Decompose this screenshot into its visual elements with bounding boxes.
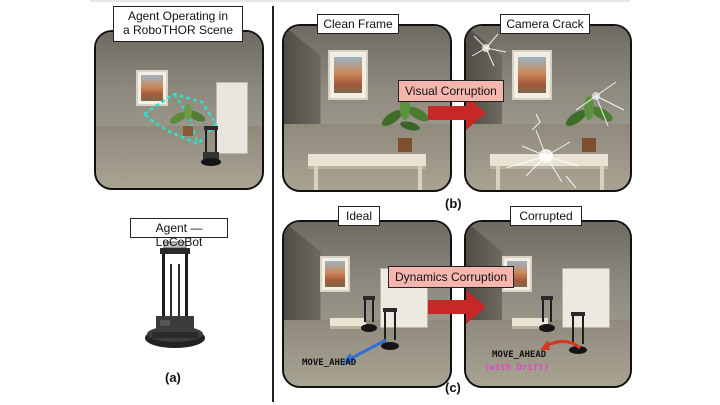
painting (136, 70, 168, 106)
locobot-robot-near (381, 308, 399, 350)
panel-c-caption: (c) (445, 380, 461, 395)
robothor-scene-frame (94, 30, 264, 190)
white-panel (216, 82, 248, 154)
panel-divider (272, 6, 274, 402)
top-rule (90, 0, 630, 2)
camera-crack-label: Camera Crack (500, 14, 590, 34)
plant (169, 104, 206, 136)
locobot-in-scene (201, 126, 221, 166)
corrupted-command: MOVE_AHEAD (492, 350, 547, 360)
cabinet (562, 268, 610, 328)
table (512, 318, 548, 329)
scene-label: Agent Operating in a RoboTHOR Scene (113, 6, 243, 42)
ideal-command: MOVE_AHEAD (302, 358, 357, 368)
scene-label-line1: Agent Operating in (127, 9, 229, 23)
crack-overlay (471, 33, 625, 189)
agent-label: Agent — LoCoBot (130, 218, 228, 249)
locobot-robot-far (539, 296, 555, 332)
visual-corruption-arrow (428, 106, 472, 120)
table (308, 154, 426, 169)
table-leg (418, 166, 422, 190)
drift-note: (with Drift) (484, 363, 550, 373)
clean-frame-label: Clean Frame (317, 14, 399, 34)
table-leg (496, 166, 500, 190)
table-leg (314, 166, 318, 190)
dynamics-corruption-arrowhead (466, 290, 486, 324)
panel-b-caption: (b) (445, 196, 462, 211)
painting (328, 50, 368, 100)
panel-a-caption: (a) (165, 370, 181, 385)
table (330, 318, 366, 329)
dynamics-corruption-label: Dynamics Corruption (388, 266, 515, 288)
visual-corruption-arrowhead (466, 96, 486, 130)
visual-corruption-label: Visual Corruption (398, 80, 504, 102)
locobot-robot-near (569, 312, 587, 354)
dynamics-corruption-arrow (428, 300, 472, 314)
plant (565, 96, 613, 152)
clean-frame-image (282, 24, 452, 192)
locobot-robot-far (361, 296, 377, 332)
drift-move-arrow (540, 340, 581, 350)
scene-label-line2: a RoboTHOR Scene (122, 23, 234, 37)
ideal-move-arrow (342, 338, 387, 364)
navmesh-path (143, 92, 218, 146)
painting (320, 256, 350, 292)
corrupted-image (464, 220, 632, 388)
table-leg (600, 166, 604, 190)
corrupted-label: Corrupted (510, 206, 582, 226)
ideal-label: Ideal (338, 206, 380, 226)
camera-crack-image (464, 24, 632, 192)
locobot-robot (145, 241, 205, 348)
plant (381, 96, 429, 152)
painting (512, 50, 552, 100)
